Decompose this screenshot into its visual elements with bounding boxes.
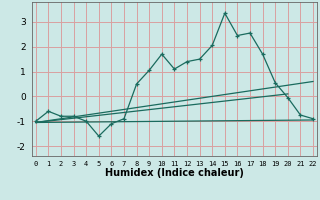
X-axis label: Humidex (Indice chaleur): Humidex (Indice chaleur) <box>105 168 244 178</box>
